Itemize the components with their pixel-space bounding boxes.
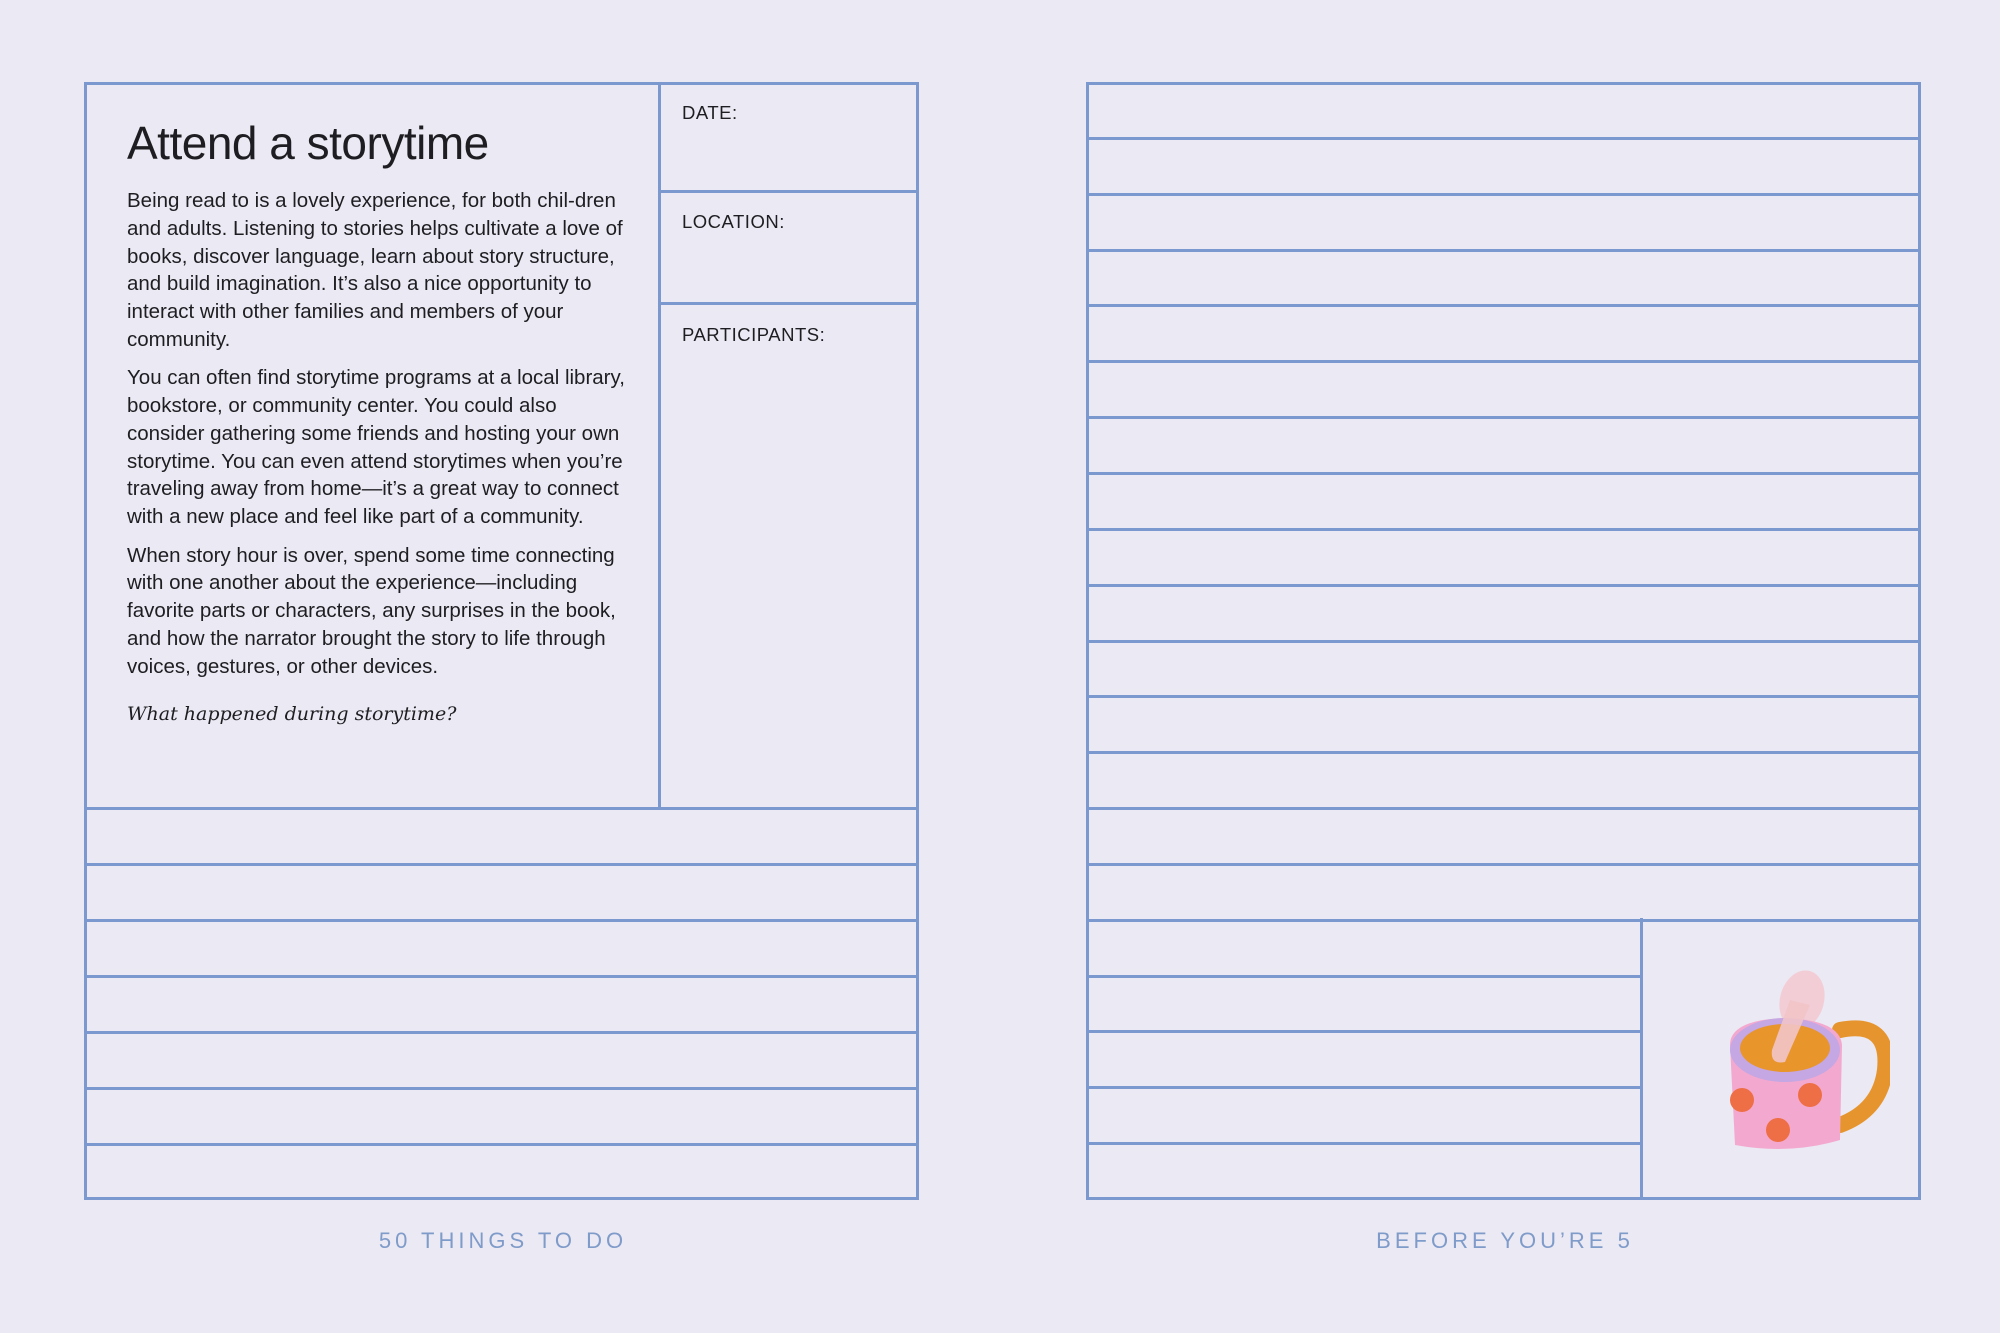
writing-line [1086,807,1921,810]
writing-line [1086,975,1642,978]
writing-line [1086,584,1921,587]
writing-line [1086,863,1921,866]
location-divider [658,302,919,305]
writing-line [84,1031,919,1034]
right-footer: BEFORE YOU’RE 5 [1376,1228,1634,1253]
mug-dot [1766,1118,1790,1142]
writing-line [1086,751,1921,754]
writing-line [1086,137,1921,140]
mug-dot [1798,1083,1822,1107]
spoon-stem [1771,1000,1810,1063]
left-footer: 50 THINGS TO DO [378,1228,628,1253]
writing-line [1086,1086,1642,1089]
writing-line [1086,304,1921,307]
writing-line [84,1143,919,1146]
writing-line [1086,249,1921,252]
writing-line [1086,919,1921,922]
writing-line [84,919,919,922]
participants-field-label: PARTICIPANTS: [682,324,826,345]
body-text: Being read to is a lovely experience, fo… [127,187,632,739]
location-field-label: LOCATION: [682,211,785,232]
illustration-cell-divider [1640,918,1643,1200]
mug-handle [1832,1020,1890,1133]
left-column-divider [658,82,661,809]
mug-dot [1730,1088,1754,1112]
page-title: Attend a storytime [127,117,489,169]
date-divider [658,190,919,193]
paragraph: When story hour is over, spend some time… [127,543,616,678]
prompt-question: What happened during storytime? [127,702,457,725]
writing-line [1086,416,1921,419]
writing-line [1086,528,1921,531]
left-page-frame [84,82,919,1200]
writing-line [84,1087,919,1090]
mug-illustration [1730,970,1890,1149]
writing-line [1086,472,1921,475]
writing-line [1086,1142,1642,1145]
date-field-label: DATE: [682,102,738,123]
writing-line [1086,640,1921,643]
writing-line [1086,360,1921,363]
writing-line [1086,1030,1642,1033]
paragraph: You can often find storytime programs at… [127,366,625,529]
writing-line [84,975,919,978]
writing-line [1086,193,1921,196]
writing-line [84,807,919,810]
writing-line [84,863,919,866]
paragraph: Being read to is a lovely experience, fo… [127,189,623,351]
writing-line [1086,695,1921,698]
